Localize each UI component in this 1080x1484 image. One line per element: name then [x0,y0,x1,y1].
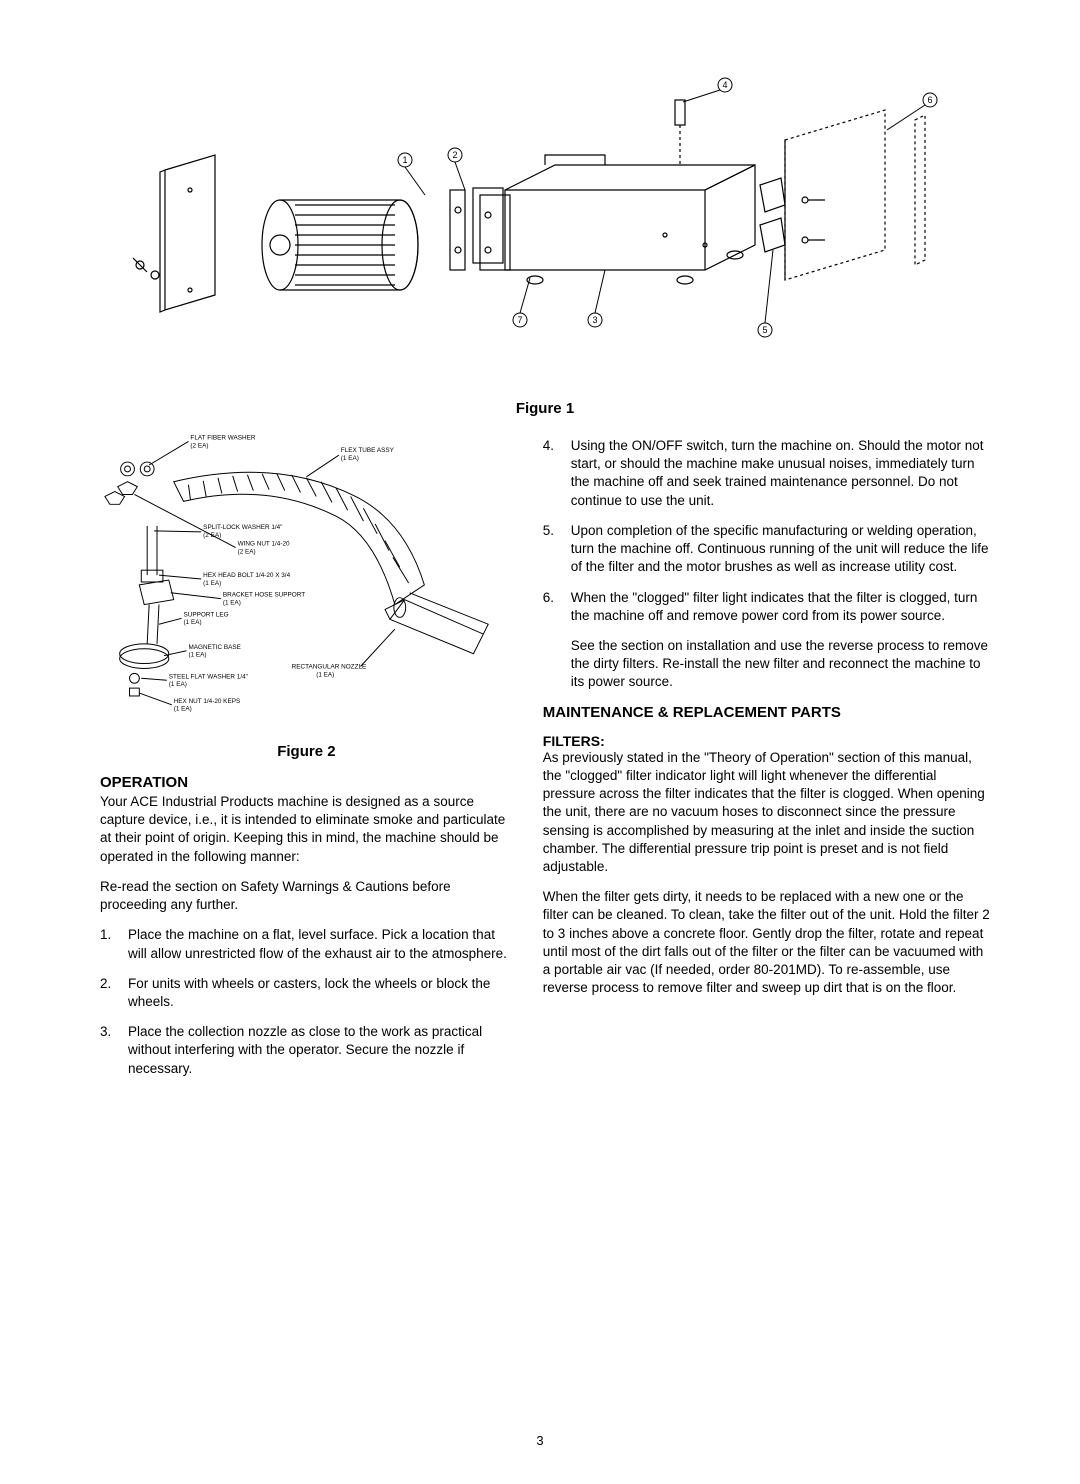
svg-text:(1 EA): (1 EA) [223,600,241,607]
svg-text:SUPPORT LEG: SUPPORT LEG [184,611,229,618]
svg-text:3: 3 [592,315,597,325]
operation-item-1: 1. Place the machine on a flat, level su… [100,926,513,962]
item-text: For units with wheels or casters, lock t… [128,975,513,1011]
left-column: FLAT FIBER WASHER (2 EA) FLEX TUBE ASSY … [100,425,513,1090]
figure-1-svg: 1 2 3 4 5 6 7 [100,70,990,380]
svg-text:(2 EA): (2 EA) [190,442,208,449]
operation-item-6: 6. When the "clogged" filter light indic… [543,589,990,625]
svg-text:7: 7 [517,315,522,325]
svg-text:6: 6 [927,95,932,105]
maintenance-heading: MAINTENANCE & REPLACEMENT PARTS [543,704,990,721]
right-column: 4. Using the ON/OFF switch, turn the mac… [543,425,990,1090]
item-text: Using the ON/OFF switch, turn the machin… [571,437,990,510]
item-number: 3. [100,1023,128,1078]
item-number: 6. [543,589,571,625]
figure-2-diagram: FLAT FIBER WASHER (2 EA) FLEX TUBE ASSY … [100,425,513,735]
svg-text:STEEL FLAT WASHER 1/4": STEEL FLAT WASHER 1/4" [169,673,248,680]
figure-2-svg: FLAT FIBER WASHER (2 EA) FLEX TUBE ASSY … [100,425,513,735]
figure-2-caption: Figure 2 [100,743,513,760]
svg-text:1: 1 [402,155,407,165]
item-number: 1. [100,926,128,962]
svg-text:WING NUT 1/4-20: WING NUT 1/4-20 [238,541,290,548]
svg-text:(1 EA): (1 EA) [188,652,206,659]
svg-text:4: 4 [722,80,727,90]
operation-intro: Your ACE Industrial Products machine is … [100,793,513,866]
filters-para-1: As previously stated in the "Theory of O… [543,749,990,877]
operation-heading: OPERATION [100,774,513,791]
operation-item-3: 3. Place the collection nozzle as close … [100,1023,513,1078]
svg-text:FLAT FIBER WASHER: FLAT FIBER WASHER [190,434,255,441]
filters-para-2: When the filter gets dirty, it needs to … [543,888,990,997]
filters-heading: FILTERS: [543,733,990,749]
svg-text:HEX NUT 1/4-20 KEPS: HEX NUT 1/4-20 KEPS [174,698,241,705]
svg-text:SPLIT-LOCK WASHER 1/4": SPLIT-LOCK WASHER 1/4" [203,524,282,531]
operation-item-2: 2. For units with wheels or casters, loc… [100,975,513,1011]
item-text: Upon completion of the specific manufact… [571,522,990,577]
svg-text:(1 EA): (1 EA) [169,681,187,688]
operation-see: See the section on installation and use … [543,637,990,692]
item-number: 4. [543,437,571,510]
item-text: Place the machine on a flat, level surfa… [128,926,513,962]
svg-text:2: 2 [452,150,457,160]
item-text: Place the collection nozzle as close to … [128,1023,513,1078]
item-number: 2. [100,975,128,1011]
svg-text:HEX HEAD BOLT 1/4-20 X 3/4: HEX HEAD BOLT 1/4-20 X 3/4 [203,572,290,579]
see-section-text: See the section on installation and use … [571,637,990,692]
svg-text:RECTANGULAR NOZZLE: RECTANGULAR NOZZLE [292,663,367,670]
svg-text:(2 EA): (2 EA) [238,548,256,555]
svg-text:(1 EA): (1 EA) [203,580,221,587]
svg-text:BRACKET HOSE SUPPORT: BRACKET HOSE SUPPORT [223,592,305,599]
svg-text:(1 EA): (1 EA) [341,455,359,462]
figure-1-caption: Figure 1 [100,400,990,417]
operation-item-4: 4. Using the ON/OFF switch, turn the mac… [543,437,990,510]
figure-1-diagram: 1 2 3 4 5 6 7 [100,70,990,380]
svg-text:(1 EA): (1 EA) [174,706,192,713]
svg-text:(1 EA): (1 EA) [316,671,334,678]
item-number: 5. [543,522,571,577]
svg-text:MAGNETIC BASE: MAGNETIC BASE [188,644,240,651]
operation-item-5: 5. Upon completion of the specific manuf… [543,522,990,577]
svg-text:FLEX TUBE ASSY: FLEX TUBE ASSY [341,447,395,454]
page-number: 3 [536,1433,543,1448]
item-text: When the "clogged" filter light indicate… [571,589,990,625]
svg-text:(1 EA): (1 EA) [184,619,202,626]
svg-text:5: 5 [762,325,767,335]
operation-reread: Re-read the section on Safety Warnings &… [100,878,513,914]
